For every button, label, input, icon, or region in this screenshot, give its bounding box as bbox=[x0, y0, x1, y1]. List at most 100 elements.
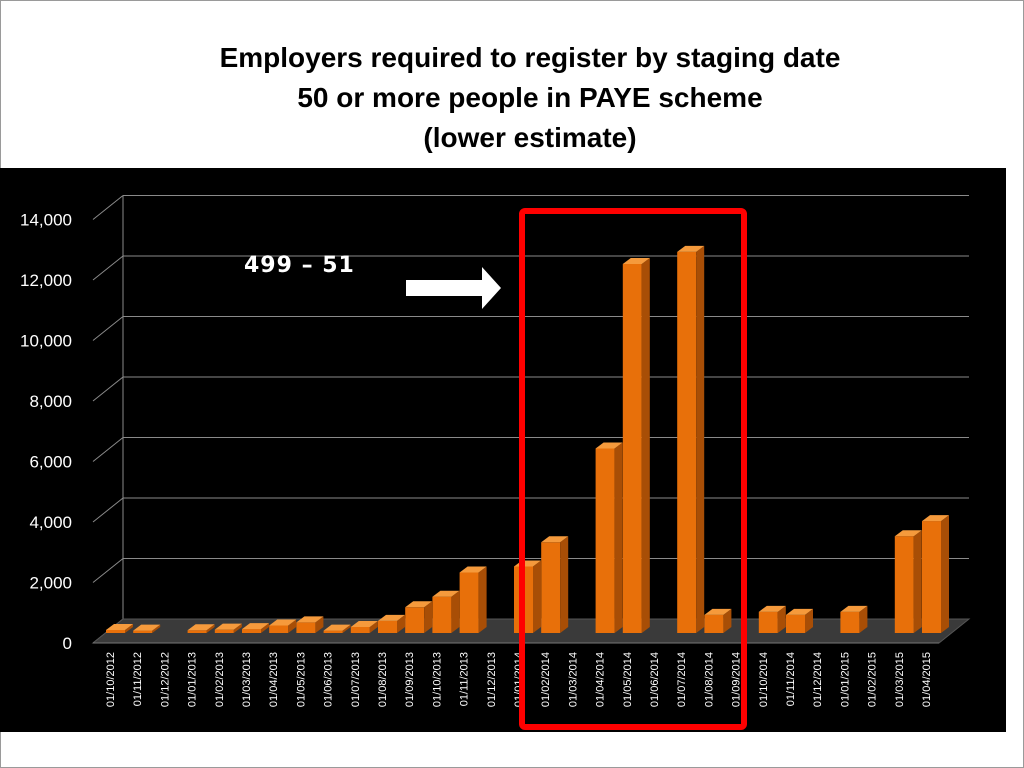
x-tick-label: 01/05/2014 bbox=[622, 652, 634, 707]
bar-front bbox=[432, 596, 452, 633]
bar bbox=[296, 616, 324, 633]
x-tick-label: 01/01/2015 bbox=[839, 652, 851, 707]
x-tick-label: 01/12/2013 bbox=[486, 652, 498, 707]
bar-side bbox=[451, 590, 460, 633]
x-tick-label: 01/06/2014 bbox=[649, 652, 661, 707]
bar-top bbox=[133, 624, 161, 631]
bar-front bbox=[894, 536, 914, 633]
bar-front bbox=[133, 630, 153, 633]
bar-front bbox=[106, 629, 125, 633]
bar-front bbox=[269, 625, 289, 633]
x-tick-label: 01/10/2013 bbox=[431, 652, 443, 707]
bar-side bbox=[261, 623, 269, 633]
gridline-diag bbox=[92, 255, 124, 281]
bar bbox=[840, 605, 868, 633]
bar-top bbox=[242, 623, 269, 630]
bar-top bbox=[541, 536, 569, 543]
bar-side bbox=[478, 566, 487, 633]
gridlines bbox=[92, 195, 969, 644]
highlight-rectangle bbox=[519, 208, 747, 730]
bar bbox=[405, 601, 433, 633]
bar-chart: 02,0004,0006,0008,00010,00012,00014,000 … bbox=[20, 195, 971, 730]
arrow-icon bbox=[406, 267, 501, 309]
bar-top bbox=[106, 623, 133, 630]
chart-title-block: Employers required to register by stagin… bbox=[0, 38, 1024, 158]
bar-top bbox=[187, 624, 215, 631]
x-tick-label: 01/09/2014 bbox=[731, 652, 743, 707]
bar bbox=[704, 608, 732, 633]
bar-front bbox=[840, 611, 860, 633]
gridline-diag bbox=[92, 437, 124, 462]
bar-side bbox=[397, 614, 405, 633]
bar-top bbox=[323, 624, 351, 631]
bar-side bbox=[152, 624, 161, 633]
bar-side bbox=[641, 257, 650, 633]
gridline-diag bbox=[92, 195, 124, 220]
x-tick-label: 01/03/2013 bbox=[241, 652, 253, 707]
bar-front bbox=[323, 630, 343, 633]
bar bbox=[922, 515, 949, 633]
bar-side bbox=[913, 530, 922, 633]
bar bbox=[786, 608, 813, 633]
bar-front bbox=[922, 521, 941, 633]
x-tick-label: 01/02/2015 bbox=[867, 652, 879, 707]
y-tick-label: 12,000 bbox=[20, 271, 72, 290]
bar bbox=[269, 619, 297, 633]
bar-top bbox=[922, 515, 949, 522]
bar-front bbox=[214, 629, 234, 633]
bar bbox=[106, 623, 133, 633]
bar-top bbox=[296, 616, 324, 623]
bar-side bbox=[941, 515, 949, 633]
bar-top bbox=[704, 608, 732, 615]
bar-top bbox=[595, 442, 623, 449]
x-tick-label: 01/11/2013 bbox=[459, 652, 471, 706]
bar-front bbox=[622, 263, 642, 633]
bar-side bbox=[805, 608, 813, 633]
bar-side bbox=[288, 619, 297, 633]
x-tick-label: 01/05/2013 bbox=[295, 652, 307, 707]
x-tick-label: 01/10/2012 bbox=[105, 652, 117, 707]
bar-side bbox=[533, 560, 541, 633]
x-tick-label: 01/04/2015 bbox=[921, 652, 933, 707]
x-tick-label: 01/02/2013 bbox=[214, 652, 226, 707]
bar-front bbox=[405, 607, 425, 633]
gridline-diag bbox=[92, 497, 124, 523]
bar bbox=[214, 623, 242, 633]
bar bbox=[378, 614, 405, 633]
bar-top bbox=[894, 530, 922, 537]
bar-front bbox=[595, 448, 615, 633]
x-tick-label: 01/01/2013 bbox=[187, 652, 199, 707]
bar-side bbox=[315, 616, 324, 633]
bar-top bbox=[459, 566, 487, 573]
bar-side bbox=[696, 245, 705, 633]
bar bbox=[622, 257, 650, 633]
bar bbox=[514, 560, 541, 633]
chart-subtitle-line-1: 50 or more people in PAYE scheme bbox=[297, 82, 763, 113]
y-tick-label: 2,000 bbox=[29, 574, 72, 593]
bar-top bbox=[214, 623, 242, 630]
bar-side bbox=[560, 536, 569, 633]
bar-side bbox=[125, 623, 133, 633]
bar-top bbox=[677, 245, 705, 252]
bar-top bbox=[622, 257, 650, 264]
bar bbox=[432, 590, 460, 633]
y-tick-label: 14,000 bbox=[20, 211, 72, 230]
bar bbox=[133, 624, 161, 633]
bar bbox=[323, 624, 351, 633]
bar-front bbox=[541, 542, 561, 633]
y-tick-label: 4,000 bbox=[29, 513, 72, 532]
bar-side bbox=[723, 608, 732, 633]
bar-side bbox=[777, 605, 786, 633]
bar bbox=[187, 624, 215, 633]
bar-top bbox=[269, 619, 297, 626]
bar-top bbox=[378, 614, 405, 621]
x-tick-label: 01/07/2013 bbox=[350, 652, 362, 707]
bar-front bbox=[187, 630, 207, 633]
bars bbox=[106, 245, 949, 633]
x-tick-label: 01/06/2013 bbox=[323, 652, 335, 707]
bar-front bbox=[677, 251, 697, 633]
bar bbox=[459, 566, 487, 633]
bar-front bbox=[378, 620, 397, 633]
x-tick-label: 01/03/2015 bbox=[894, 652, 906, 707]
bar-front bbox=[758, 611, 778, 633]
